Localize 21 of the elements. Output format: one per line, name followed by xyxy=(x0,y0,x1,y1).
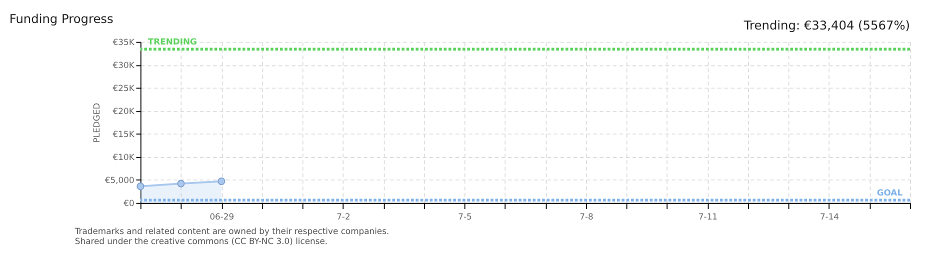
x-tick-label: 7-11 xyxy=(698,211,718,222)
x-tick-label: 7-5 xyxy=(458,211,472,222)
y-tick-label: €30K xyxy=(112,60,135,70)
x-tick-label: 7-2 xyxy=(336,211,350,222)
y-tick-label: €5,000 xyxy=(104,175,134,186)
y-tick-label: €0 xyxy=(124,198,134,208)
y-tick-label: €35K xyxy=(112,37,135,48)
ref-line-label: GOAL xyxy=(876,187,904,198)
y-axis-title: PLEDGED xyxy=(91,102,102,143)
ref-line-label: TRENDING xyxy=(148,36,198,47)
text: Trademarks and related content are owned by their respective companies. xyxy=(74,226,390,236)
chart-title: Funding Progress xyxy=(9,12,114,26)
x-tick-label: 7-14 xyxy=(820,211,840,222)
x-tick-label: 7-8 xyxy=(580,211,594,222)
y-tick-label: €15K xyxy=(112,129,135,140)
y-tick-label: €10K xyxy=(112,152,135,162)
y-tick-label: €20K xyxy=(112,106,135,116)
x-tick-label: 06-29 xyxy=(210,211,234,222)
text: Shared under the creative commons (CC BY-NC 3.0) license. xyxy=(74,236,328,246)
chart-subtitle: Trending: €33,404 (5567%) xyxy=(742,18,910,33)
y-tick-label: €25K xyxy=(112,83,135,94)
